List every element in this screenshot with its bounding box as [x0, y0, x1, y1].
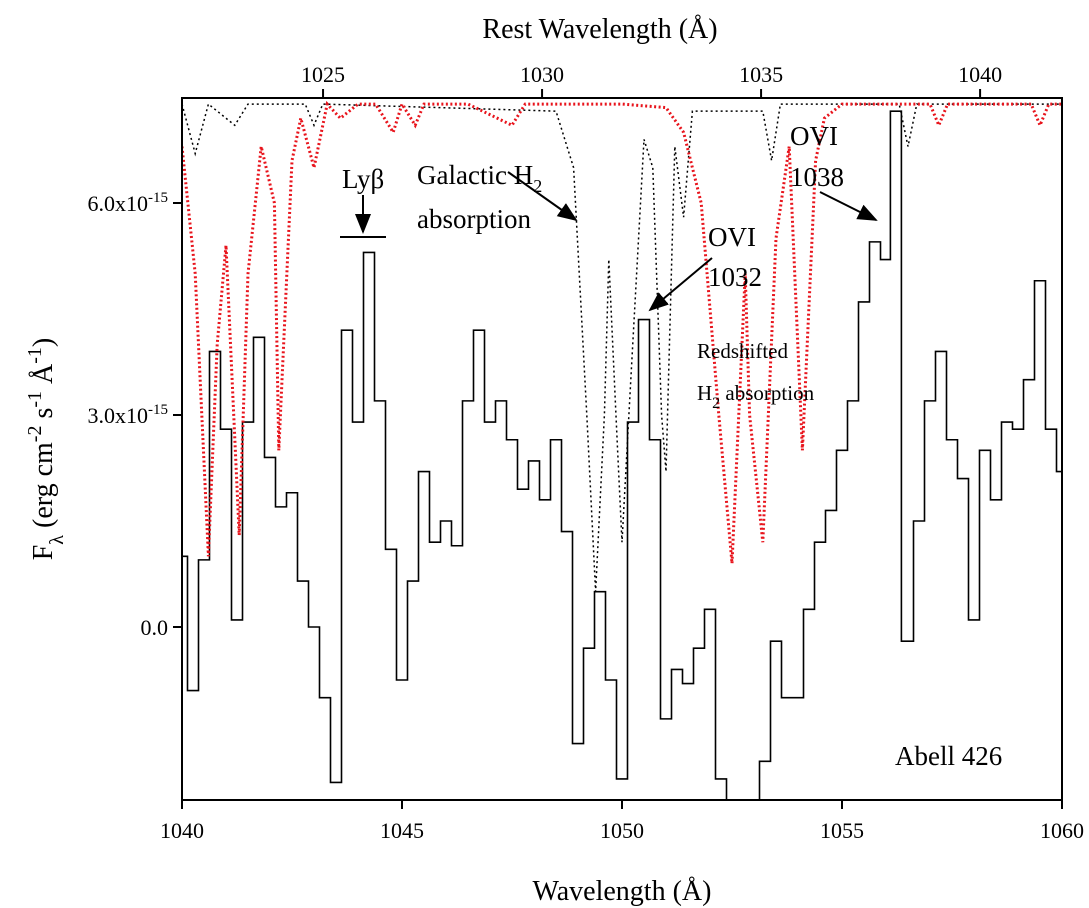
spectrum-line	[182, 102, 1062, 592]
y-axis-title-part: -2	[24, 426, 46, 443]
annotation: absorption	[720, 381, 814, 405]
annotation: absorption	[417, 204, 531, 234]
arrow	[648, 257, 713, 312]
annotation: Redshifted	[697, 339, 788, 363]
x2-tick-label: 1035	[739, 62, 783, 87]
annotation: 2	[533, 176, 542, 196]
annotations: Lyβ Galactic H2 absorption OVI 1032 OVI …	[340, 121, 1002, 771]
y-axis-title-part: Å	[28, 363, 59, 391]
x2-axis-title: Rest Wavelength (Å)	[482, 14, 717, 45]
x2-tick-label: 1025	[301, 62, 345, 87]
y-axis-title-part: (erg cm	[28, 442, 59, 535]
annotation: H	[697, 381, 712, 405]
x-tick-label: 1050	[600, 818, 644, 843]
y-tick-exponent: -15	[148, 402, 168, 418]
x-tick-label: 1060	[1040, 818, 1084, 843]
y-axis-title-part: -1	[24, 391, 46, 408]
annotation: Lyβ	[342, 164, 384, 194]
y-axis-title-part: λ	[46, 535, 68, 545]
annotation: 1038	[790, 162, 844, 192]
y-axis-title-part: s	[28, 408, 59, 426]
x2-tick-label: 1030	[520, 62, 564, 87]
y-axis-title-part: F	[28, 545, 59, 561]
y-tick-label: 0.0	[141, 615, 169, 640]
x-tick-label: 1045	[380, 818, 424, 843]
spectrum-line	[182, 100, 1062, 564]
y-tick-label: 3.0x10	[88, 403, 149, 428]
annotation: Galactic H	[417, 160, 533, 190]
arrow	[507, 171, 578, 222]
plot-area	[182, 100, 1062, 800]
x-axis-title: Wavelength (Å)	[533, 876, 712, 907]
y-tick-label: 3.0x10-15	[88, 402, 169, 428]
y-tick-label: 0.0	[141, 615, 169, 640]
y-axis-title-part: -1	[24, 347, 46, 364]
x-tick-label: 1055	[820, 818, 864, 843]
x-tick-label: 1040	[160, 818, 204, 843]
y-axis-title: Fλ (erg cm-2 s-1 Å-1)	[24, 338, 68, 561]
annotation: OVI	[708, 222, 756, 252]
annotation: H2 absorption	[697, 381, 815, 412]
y-tick-label: 6.0x10-15	[88, 190, 169, 216]
y-tick-exponent: -15	[148, 190, 168, 206]
annotation: Galactic H2	[417, 160, 542, 196]
annotation: Abell 426	[895, 741, 1002, 771]
annotation: 1032	[708, 262, 762, 292]
annotation: 2	[712, 395, 720, 412]
y-axis-title-part: )	[28, 338, 59, 347]
arrow	[819, 191, 878, 221]
y-tick-label: 6.0x10	[88, 191, 149, 216]
x2-tick-label: 1040	[958, 62, 1002, 87]
annotation: OVI	[790, 121, 838, 151]
spectrum-line	[182, 110, 1062, 800]
plot-frame	[181, 97, 1063, 801]
